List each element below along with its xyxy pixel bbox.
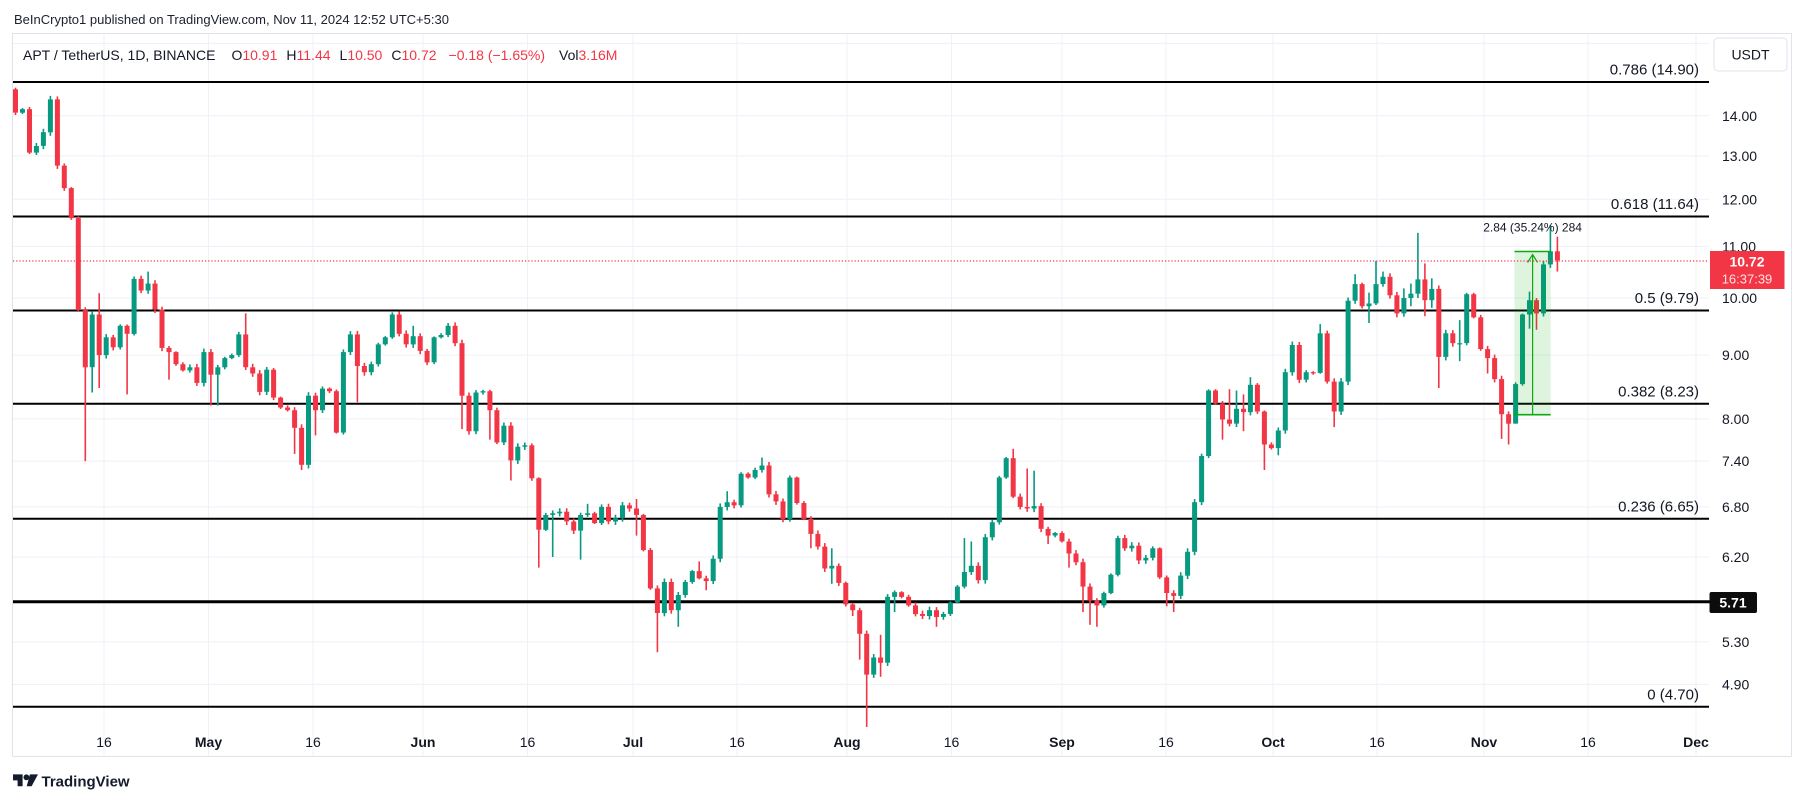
svg-text:7.40: 7.40 <box>1722 453 1749 469</box>
svg-text:0.618 (11.64): 0.618 (11.64) <box>1611 196 1699 213</box>
svg-text:4.90: 4.90 <box>1722 676 1749 692</box>
svg-text:11.00: 11.00 <box>1722 238 1756 254</box>
svg-text:6.20: 6.20 <box>1722 549 1749 565</box>
svg-text:16: 16 <box>305 734 321 750</box>
svg-text:9.00: 9.00 <box>1722 347 1749 363</box>
svg-text:BeInCrypto1 published on Tradi: BeInCrypto1 published on TradingView.com… <box>14 12 449 27</box>
svg-text:0 (4.70): 0 (4.70) <box>1647 686 1699 703</box>
svg-text:0.382 (8.23): 0.382 (8.23) <box>1618 383 1699 400</box>
svg-text:16: 16 <box>729 734 745 750</box>
svg-text:16: 16 <box>1158 734 1174 750</box>
svg-text:16: 16 <box>96 734 112 750</box>
svg-text:14.00: 14.00 <box>1722 108 1757 124</box>
svg-text:13.00: 13.00 <box>1722 148 1757 164</box>
svg-text:16: 16 <box>1580 734 1596 750</box>
svg-text:5.71: 5.71 <box>1719 595 1746 611</box>
svg-text:May: May <box>195 734 222 750</box>
svg-text:0.786 (14.90): 0.786 (14.90) <box>1610 62 1699 79</box>
svg-text:Sep: Sep <box>1049 734 1075 750</box>
svg-text:6.80: 6.80 <box>1722 499 1749 515</box>
svg-text:5.30: 5.30 <box>1722 634 1749 650</box>
svg-text:USDT: USDT <box>1731 47 1770 63</box>
svg-text:Jul: Jul <box>623 734 643 750</box>
svg-text:16: 16 <box>520 734 536 750</box>
svg-text:16: 16 <box>1369 734 1385 750</box>
svg-text:10.72: 10.72 <box>1729 254 1764 270</box>
svg-text:8.00: 8.00 <box>1722 411 1749 427</box>
svg-text:0.236 (6.65): 0.236 (6.65) <box>1618 498 1699 515</box>
svg-text:16: 16 <box>944 734 960 750</box>
svg-text:2.84 (35.24%) 284: 2.84 (35.24%) 284 <box>1483 221 1582 235</box>
svg-text:16:37:39: 16:37:39 <box>1722 272 1773 287</box>
svg-text:Aug: Aug <box>833 734 860 750</box>
svg-text:12.00: 12.00 <box>1722 191 1757 207</box>
svg-text:Dec: Dec <box>1683 734 1709 750</box>
svg-text:Nov: Nov <box>1471 734 1498 750</box>
svg-text:TradingView: TradingView <box>42 774 130 791</box>
svg-text:0.5 (9.79): 0.5 (9.79) <box>1635 290 1699 307</box>
svg-text:Jun: Jun <box>411 734 436 750</box>
svg-text:10.00: 10.00 <box>1722 290 1757 306</box>
svg-text:Oct: Oct <box>1261 734 1285 750</box>
